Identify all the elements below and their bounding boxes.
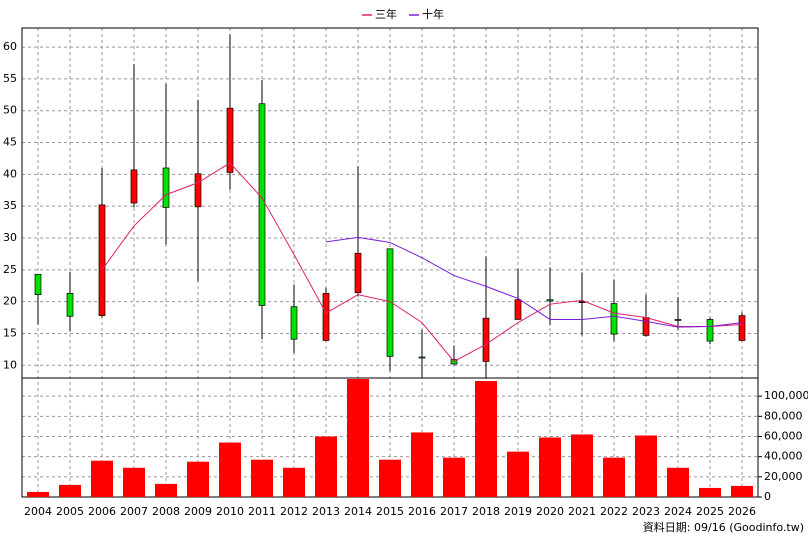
volume-bar <box>411 432 433 497</box>
candle-body <box>642 317 650 336</box>
candle-body <box>610 303 618 335</box>
volume-bar <box>187 461 209 497</box>
legend-label: 三年 <box>375 7 397 21</box>
candle-body <box>738 315 746 341</box>
candle-body <box>66 293 74 317</box>
volume-bar <box>219 442 241 497</box>
candle-body <box>290 306 298 340</box>
x-tick-label: 2005 <box>56 505 84 518</box>
candle-body <box>354 252 362 294</box>
volume-bar <box>123 467 145 497</box>
candle-body <box>482 317 490 362</box>
y-tick-label: 55 <box>3 72 17 85</box>
volume-bar <box>91 460 113 497</box>
volume-bar <box>571 434 593 497</box>
candle-body <box>322 293 330 341</box>
x-tick-label: 2021 <box>568 505 596 518</box>
volume-bar <box>635 435 657 497</box>
volume-bar <box>507 451 529 497</box>
y-tick-label: 20 <box>3 295 17 308</box>
moving-average-line <box>325 236 743 328</box>
y-tick-label: 40 <box>3 167 17 180</box>
x-tick-label: 2024 <box>664 505 692 518</box>
y2-tick-label: 0 <box>764 490 771 503</box>
x-tick-label: 2025 <box>696 505 724 518</box>
volume-bar <box>59 484 81 497</box>
y-tick-label: 10 <box>3 358 17 371</box>
volume-bar <box>539 437 561 497</box>
candle-body <box>226 107 234 173</box>
annotation: 資料日期: 09/16 (Goodinfo.tw) <box>643 520 804 534</box>
y2-tick-label: 60,000 <box>764 429 803 442</box>
volume-bar <box>27 491 49 497</box>
y2-tick-label: 20,000 <box>764 470 803 483</box>
candle-body <box>194 173 202 208</box>
legend-label: 十年 <box>422 7 444 21</box>
candle-body <box>418 356 426 359</box>
x-tick-label: 2014 <box>344 505 372 518</box>
x-tick-label: 2009 <box>184 505 212 518</box>
candle-body <box>130 169 138 204</box>
y2-tick-label: 40,000 <box>764 450 803 463</box>
x-tick-label: 2019 <box>504 505 532 518</box>
y-tick-label: 50 <box>3 104 17 117</box>
volume-bar <box>379 459 401 497</box>
x-tick-label: 2018 <box>472 505 500 518</box>
candle-body <box>578 301 586 303</box>
y2-tick-label: 80,000 <box>764 409 803 422</box>
candle-body <box>386 248 394 357</box>
x-tick-label: 2013 <box>312 505 340 518</box>
x-tick-label: 2008 <box>152 505 180 518</box>
y-tick-label: 45 <box>3 136 17 149</box>
candle-body <box>34 273 42 295</box>
x-tick-label: 2004 <box>24 505 52 518</box>
x-tick-label: 2012 <box>280 505 308 518</box>
volume-bar <box>155 483 177 497</box>
candle-body <box>674 319 682 321</box>
x-tick-label: 2010 <box>216 505 244 518</box>
x-tick-label: 2015 <box>376 505 404 518</box>
x-tick-label: 2022 <box>600 505 628 518</box>
x-tick-label: 2020 <box>536 505 564 518</box>
x-tick-label: 2006 <box>88 505 116 518</box>
y-tick-label: 60 <box>3 40 17 53</box>
candle-body <box>514 299 522 320</box>
volume-bar <box>731 485 753 497</box>
y-tick-label: 30 <box>3 231 17 244</box>
x-tick-label: 2017 <box>440 505 468 518</box>
volume-bar <box>603 457 625 497</box>
volume-bar <box>667 467 689 497</box>
moving-average-line <box>101 162 743 363</box>
volume-bar <box>315 436 337 497</box>
volume-bar <box>251 459 273 497</box>
volume-bar <box>283 467 305 497</box>
volume-bar <box>443 457 465 497</box>
candle-body <box>546 299 554 302</box>
x-tick-label: 2011 <box>248 505 276 518</box>
x-tick-label: 2023 <box>632 505 660 518</box>
x-tick-label: 2026 <box>728 505 756 518</box>
candle-body <box>98 204 106 316</box>
volume-bar <box>699 487 721 497</box>
candle-body <box>258 103 266 306</box>
volume-bar <box>475 381 497 497</box>
x-tick-label: 2007 <box>120 505 148 518</box>
y2-tick-label: 100,000 <box>764 389 808 402</box>
y-tick-label: 35 <box>3 199 17 212</box>
candle-body <box>706 319 714 342</box>
y-tick-label: 25 <box>3 263 17 276</box>
y-tick-label: 15 <box>3 326 17 339</box>
x-tick-label: 2016 <box>408 505 436 518</box>
volume-bar <box>347 379 369 497</box>
candle-body <box>162 167 170 208</box>
